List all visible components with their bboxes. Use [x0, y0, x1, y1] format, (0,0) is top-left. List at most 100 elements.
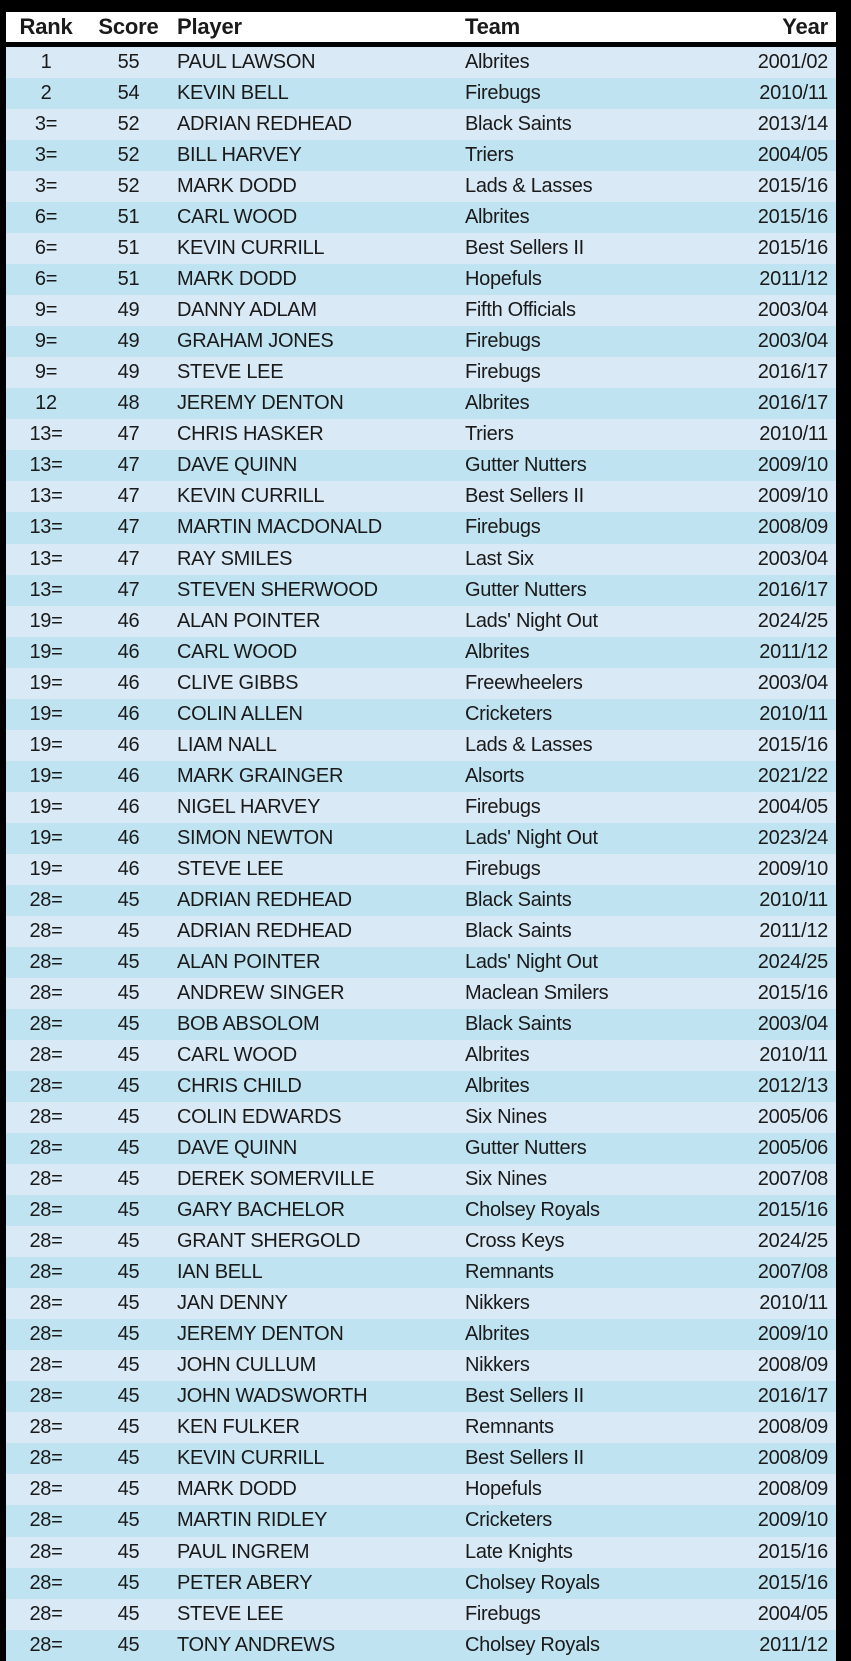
- cell-rank: 28=: [29, 1571, 63, 1594]
- table-row: 6= 51 CARL WOOD Albrites 2015/16: [6, 202, 836, 234]
- cell-player: CARL WOOD: [177, 640, 297, 663]
- cell-player: LIAM NALL: [177, 733, 277, 756]
- cell-year: 2003/04: [757, 1012, 829, 1035]
- cell-score: 45: [117, 1447, 140, 1470]
- table-row: 28= 45 GRANT SHERGOLD Cross Keys 2024/25: [6, 1226, 836, 1258]
- cell-score: 46: [117, 671, 140, 694]
- table-row: 13= 47 RAY SMILES Last Six 2003/04: [6, 543, 836, 575]
- cell-team: Firebugs: [465, 857, 541, 880]
- cell-rank: 19=: [29, 795, 63, 818]
- cell-team: Best Sellers II: [465, 1385, 584, 1408]
- cell-player: ADRIAN REDHEAD: [177, 919, 352, 942]
- cell-rank: 28=: [29, 1602, 63, 1625]
- cell-team: Black Saints: [465, 919, 572, 942]
- cell-score: 45: [117, 1540, 140, 1563]
- cell-year: 2013/14: [757, 113, 829, 136]
- cell-team: Cholsey Royals: [465, 1571, 600, 1594]
- table-row: 28= 45 ALAN POINTER Lads' Night Out 2024/25: [6, 946, 836, 978]
- cell-rank: 1: [40, 51, 52, 74]
- cell-player: GRAHAM JONES: [177, 330, 334, 353]
- cell-rank: 28=: [29, 1323, 63, 1346]
- cell-score: 45: [117, 1633, 140, 1656]
- cell-team: Gutter Nutters: [465, 454, 587, 477]
- cell-team: Best Sellers II: [465, 237, 584, 260]
- table-row: 28= 45 JEREMY DENTON Albrites 2009/10: [6, 1319, 836, 1351]
- cell-year: 2010/11: [759, 82, 828, 105]
- cell-player: BOB ABSOLOM: [177, 1012, 320, 1035]
- cell-year: 2011/12: [759, 919, 828, 942]
- cell-player: JEREMY DENTON: [177, 1323, 344, 1346]
- cell-rank: 28=: [29, 1447, 63, 1470]
- cell-score: 46: [117, 857, 140, 880]
- table-row: 28= 45 PETER ABERY Cholsey Royals 2015/16: [6, 1567, 836, 1599]
- cell-score: 52: [117, 144, 140, 167]
- cell-player: BILL HARVEY: [177, 144, 302, 167]
- cell-player: MARK DODD: [177, 1478, 297, 1501]
- cell-score: 48: [117, 392, 140, 415]
- cell-team: Black Saints: [465, 888, 572, 911]
- cell-rank: 28=: [29, 1478, 63, 1501]
- cell-player: ALAN POINTER: [177, 950, 321, 973]
- cell-team: Maclean Smilers: [465, 981, 609, 1004]
- cell-rank: 19=: [29, 857, 63, 880]
- table-header-row: Rank Score Player Team Year: [6, 12, 836, 47]
- cell-score: 52: [117, 113, 140, 136]
- cell-team: Hopefuls: [465, 268, 542, 291]
- cell-player: JOHN WADSWORTH: [177, 1385, 368, 1408]
- table-row: 3= 52 MARK DODD Lads & Lasses 2015/16: [6, 171, 836, 203]
- cell-year: 2024/25: [757, 609, 829, 632]
- table-row: 19= 46 CARL WOOD Albrites 2011/12: [6, 636, 836, 668]
- column-header-player: Player: [177, 14, 242, 39]
- cell-team: Firebugs: [465, 1602, 541, 1625]
- cell-score: 45: [117, 1509, 140, 1532]
- cell-year: 2021/22: [757, 764, 829, 787]
- cell-year: 2009/10: [757, 485, 829, 508]
- cell-team: Gutter Nutters: [465, 1137, 587, 1160]
- cell-year: 2003/04: [757, 330, 829, 353]
- table-row: 19= 46 COLIN ALLEN Cricketers 2010/11: [6, 698, 836, 730]
- cell-year: 2003/04: [757, 671, 829, 694]
- table-row: 19= 46 LIAM NALL Lads & Lasses 2015/16: [6, 729, 836, 761]
- table-row: 28= 45 CHRIS CHILD Albrites 2012/13: [6, 1071, 836, 1103]
- cell-team: Albrites: [465, 51, 530, 74]
- table-row: 13= 47 STEVEN SHERWOOD Gutter Nutters 2016/1…: [6, 574, 836, 606]
- cell-year: 2004/05: [757, 144, 829, 167]
- table-row: 9= 49 GRAHAM JONES Firebugs 2003/04: [6, 326, 836, 358]
- table-row: 28= 45 STEVE LEE Firebugs 2004/05: [6, 1598, 836, 1630]
- cell-player: KEVIN CURRILL: [177, 237, 325, 260]
- cell-team: Hopefuls: [465, 1478, 542, 1501]
- cell-rank: 28=: [29, 1416, 63, 1439]
- cell-year: 2015/16: [757, 175, 829, 198]
- cell-player: GARY BACHELOR: [177, 1199, 345, 1222]
- cell-team: Cholsey Royals: [465, 1199, 600, 1222]
- cell-player: CARL WOOD: [177, 206, 297, 229]
- cell-team: Lads' Night Out: [465, 950, 598, 973]
- cell-year: 2003/04: [757, 299, 829, 322]
- cell-score: 45: [117, 1385, 140, 1408]
- cell-player: CARL WOOD: [177, 1044, 297, 1067]
- cell-score: 45: [117, 1354, 140, 1377]
- cell-rank: 19=: [29, 826, 63, 849]
- cell-rank: 28=: [29, 1012, 63, 1035]
- cell-rank: 3=: [34, 113, 58, 136]
- cell-score: 45: [117, 1044, 140, 1067]
- table-row: 28= 45 MARK DODD Hopefuls 2008/09: [6, 1474, 836, 1506]
- cell-score: 45: [117, 1168, 140, 1191]
- cell-rank: 19=: [29, 702, 63, 725]
- cell-year: 2003/04: [757, 547, 829, 570]
- cell-year: 2015/16: [757, 206, 829, 229]
- cell-player: CHRIS CHILD: [177, 1075, 302, 1098]
- column-header-team: Team: [465, 14, 521, 39]
- cell-rank: 13=: [29, 454, 63, 477]
- cell-year: 2015/16: [757, 237, 829, 260]
- cell-year: 2016/17: [757, 392, 829, 415]
- cell-player: MARTIN RIDLEY: [177, 1509, 328, 1532]
- cell-score: 47: [117, 547, 140, 570]
- cell-score: 47: [117, 516, 140, 539]
- cell-team: Nikkers: [465, 1354, 530, 1377]
- cell-score: 45: [117, 1416, 140, 1439]
- table-row: 19= 46 ALAN POINTER Lads' Night Out 2024/25: [6, 605, 836, 637]
- cell-year: 2010/11: [759, 702, 828, 725]
- cell-player: DANNY ADLAM: [177, 299, 317, 322]
- cell-player: PETER ABERY: [177, 1571, 313, 1594]
